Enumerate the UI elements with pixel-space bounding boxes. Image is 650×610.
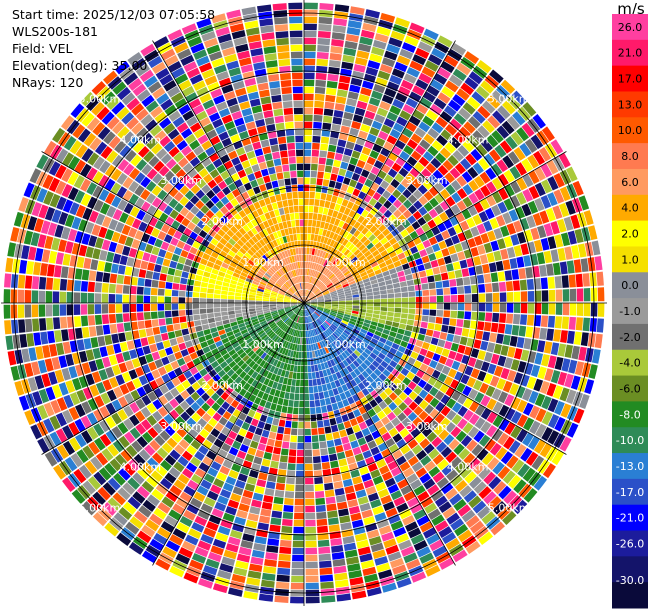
colorbar-tick-label: -4.0 — [619, 357, 640, 370]
colorbar-tick-label: 4.0 — [621, 202, 639, 215]
colorbar-swatch — [612, 427, 648, 454]
colorbar-tick-label: -17.0 — [616, 486, 644, 499]
nrays-label: NRays: 120 — [12, 75, 84, 90]
azimuth-line — [152, 40, 305, 304]
range-label: 4.00km — [120, 133, 162, 146]
colorbar-swatch — [612, 375, 648, 402]
colorbar-swatch — [612, 582, 648, 609]
azimuth-line — [152, 302, 305, 566]
colorbar-swatch — [612, 117, 648, 144]
colorbar-tick-label: 13.0 — [618, 98, 643, 111]
range-label: 2.00km — [201, 215, 243, 228]
colorbar-tick-label: 0.0 — [621, 279, 639, 292]
velocity-colorbar: 26.0 21.0 17.0 13.0 10.0 8.0 6.0 4.0 2.0 1.0 0.0 -1… — [612, 14, 648, 609]
colorbar-swatch — [612, 143, 648, 170]
colorbar-swatch — [612, 194, 648, 222]
colorbar-swatch — [612, 39, 648, 67]
range-label: 1.00km — [324, 256, 366, 269]
range-label: 1.00km — [242, 338, 284, 351]
azimuth-line — [41, 151, 305, 304]
colorbar-tick-label: -26.0 — [616, 537, 644, 550]
range-label: 2.00km — [365, 215, 407, 228]
colorbar-swatch — [612, 478, 648, 506]
range-label: 4.00km — [120, 461, 162, 474]
azimuth-line — [303, 302, 456, 566]
colorbar-swatch — [612, 246, 648, 273]
azimuth-line — [41, 302, 305, 455]
range-label: 1.00km — [242, 256, 284, 269]
azimuth-line — [303, 151, 567, 304]
colorbar-tick-label: 2.0 — [621, 228, 639, 241]
range-label: 2.00km — [201, 379, 243, 392]
range-label: 5.00km — [488, 92, 530, 105]
colorbar-tick-label: -8.0 — [619, 408, 640, 421]
colorbar-swatch — [612, 530, 648, 557]
colorbar-tick-label: -6.0 — [619, 382, 640, 395]
field-label: Field: VEL — [12, 41, 73, 56]
colorbar-swatch — [612, 168, 648, 196]
range-label: 2.00km — [365, 379, 407, 392]
range-label: 3.00km — [160, 174, 202, 187]
colorbar-unit-label: m/s — [617, 0, 645, 18]
colorbar-swatch — [612, 272, 648, 299]
range-label: 4.00km — [447, 461, 489, 474]
colorbar-swatch — [612, 91, 648, 118]
colorbar-tick-label: 1.0 — [621, 253, 639, 266]
range-labels: 1.00km 1.00km 1.00km 1.00km 2.00km 2.00km 2.00… — [79, 92, 530, 514]
colorbar-tick-label: -30.0 — [616, 574, 644, 587]
azimuth-line — [303, 40, 456, 304]
colorbar-tick-label: 8.0 — [621, 150, 639, 163]
colorbar-swatch — [612, 504, 648, 532]
colorbar-tick-label: -10.0 — [616, 434, 644, 447]
velocity-gates — [3, 2, 605, 604]
range-label: 3.00km — [160, 420, 202, 433]
range-label: 3.00km — [406, 420, 448, 433]
colorbar-tick-label: -13.0 — [616, 460, 644, 473]
colorbar-swatch — [612, 14, 648, 41]
range-label: 1.00km — [324, 338, 366, 351]
colorbar-tick-label: 10.0 — [618, 124, 643, 137]
range-label: 5.00km — [79, 92, 121, 105]
colorbar-tick-label: 17.0 — [618, 73, 643, 86]
range-label: 5.00km — [488, 502, 530, 515]
colorbar-tick-label: 21.0 — [618, 47, 643, 60]
colorbar-swatch — [612, 401, 648, 428]
colorbar-swatch — [612, 220, 648, 247]
radar-ppi-display: 1.00km 1.00km 1.00km 1.00km 2.00km 2.00km 2.00… — [1, 0, 607, 606]
colorbar-swatch — [612, 453, 648, 480]
colorbar-swatch — [612, 298, 648, 325]
colorbar-swatch — [612, 323, 648, 351]
instrument-label: WLS200s-181 — [12, 24, 98, 39]
range-label: 3.00km — [406, 174, 448, 187]
colorbar-tick-label: -1.0 — [619, 305, 640, 318]
azimuth-lines — [1, 0, 607, 606]
colorbar-swatch — [612, 65, 648, 92]
azimuth-line — [303, 302, 567, 455]
colorbar-swatch — [612, 556, 648, 583]
colorbar-swatch — [612, 349, 648, 377]
colorbar-tick-label: 6.0 — [621, 176, 639, 189]
range-label: 4.00km — [447, 133, 489, 146]
colorbar-tick-label: 26.0 — [618, 21, 643, 34]
elevation-label: Elevation(deg): 35.00 — [12, 58, 148, 73]
range-label: 5.00km — [79, 502, 121, 515]
start-time-label: Start time: 2025/12/03 07:05:58 — [12, 7, 216, 22]
colorbar-tick-label: -21.0 — [616, 512, 644, 525]
colorbar-tick-label: -2.0 — [619, 331, 640, 344]
info-panel: Start time: 2025/12/03 07:05:58 WLS200s-… — [12, 6, 215, 91]
